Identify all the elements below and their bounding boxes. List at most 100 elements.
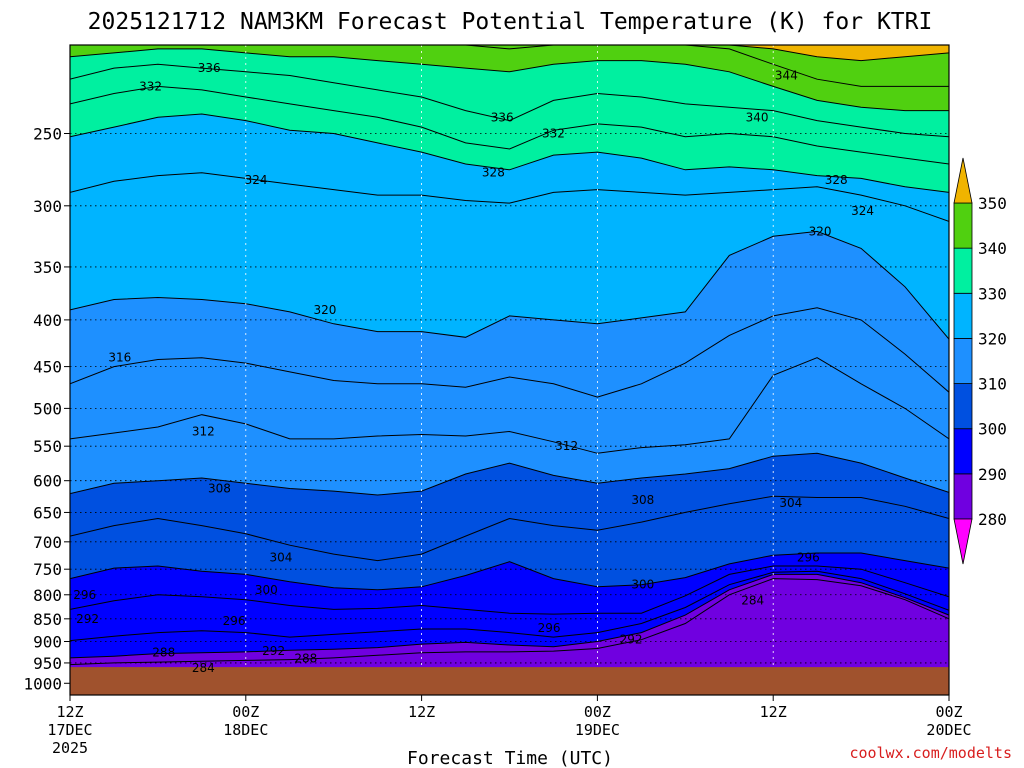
colorbar-segment-290: [953, 428, 973, 475]
contour-lines: [70, 45, 949, 666]
contour-label: 332: [139, 79, 162, 93]
isentrope-344: [70, 45, 949, 87]
contour-label: 328: [825, 173, 848, 187]
contour-label: 312: [192, 424, 215, 438]
contour-label: 284: [192, 661, 215, 675]
x-axis-label: Forecast Time (UTC): [407, 748, 613, 768]
colorbar-label: 350: [978, 194, 1007, 213]
y-tick-label: 250: [33, 124, 62, 143]
isentrope-304: [70, 495, 949, 562]
x-tick-label: 00Z: [935, 703, 962, 721]
colorbar-label: 340: [978, 239, 1007, 258]
y-tick-label: 800: [33, 586, 62, 605]
contour-label: 296: [538, 621, 561, 635]
y-tick-label: 350: [33, 258, 62, 277]
contour-label: 328: [482, 166, 505, 180]
contour-label: 312: [555, 439, 578, 453]
y-tick-label: 650: [33, 503, 62, 522]
y-axis: 250 300 350 400 450 500 550 600 650 700 750 800 850 9…: [23, 124, 70, 693]
band-344-348: [70, 45, 949, 87]
isentrope-284: [70, 578, 949, 666]
x-tick-label: 20DEC: [926, 721, 971, 739]
x-tick-label: 12Z: [760, 703, 787, 721]
x-tick-label: 18DEC: [223, 721, 268, 739]
ground-surface: [70, 667, 949, 695]
isentrope-316: [70, 307, 949, 398]
gridlines: [70, 45, 949, 695]
colorbar: 280 290 300 310 320 330 340 350: [953, 157, 1007, 565]
contour-label: 304: [270, 550, 293, 564]
isentrope-348: [70, 45, 949, 62]
contour-label: 304: [779, 496, 802, 510]
colorbar-label: 310: [978, 375, 1007, 394]
band-336-340: [70, 48, 949, 137]
band-300-304: [70, 496, 949, 590]
contour-label: 308: [631, 493, 654, 507]
contour-label: 308: [208, 482, 231, 496]
isentrope-296: [70, 565, 949, 615]
contour-label: 336: [491, 110, 514, 124]
colorbar-over-triangle: [953, 157, 973, 204]
band-324-328: [70, 114, 949, 222]
colorbar-label: 330: [978, 284, 1007, 303]
y-tick-label: 500: [33, 399, 62, 418]
isentrope-320: [70, 230, 949, 340]
colorbar-segment-280: [953, 473, 973, 520]
isentrope-340: [70, 48, 949, 112]
contour-label: 288: [152, 645, 175, 659]
y-tick-label: 550: [33, 437, 62, 456]
y-tick-label: 700: [33, 533, 62, 552]
band-316-320: [70, 231, 949, 398]
x-tick-label: 12Z: [408, 703, 435, 721]
y-tick-label: 1000: [23, 674, 62, 693]
x-tick-label: 00Z: [584, 703, 611, 721]
isentrope-308: [70, 452, 949, 496]
colorbar-under-triangle: [953, 518, 973, 565]
plot-area: 332 336 324 316 320 312 308 304 300 296 292 296 288 2…: [70, 45, 949, 695]
x-tick-label: 12Z: [56, 703, 83, 721]
colorbar-label: 320: [978, 329, 1007, 348]
isentrope-288: [70, 573, 949, 659]
credit-text: coolwx.com/modelts: [849, 744, 1012, 762]
band-320-324: [70, 172, 949, 340]
colorbar-label: 280: [978, 510, 1007, 529]
x-tick-label: 2025: [52, 739, 88, 757]
contour-label: 292: [76, 612, 99, 626]
contour-labels: 332 336 324 316 320 312 308 304 300 296 292 296 288 2…: [73, 61, 874, 675]
band-340-344: [70, 45, 949, 111]
isentrope-332: [70, 85, 949, 165]
y-tick-label: 300: [33, 197, 62, 216]
band-328-332: [70, 86, 949, 193]
contour-label: 324: [245, 173, 268, 187]
isentrope-328: [70, 113, 949, 193]
contour-label: 296: [223, 614, 246, 628]
contour-label: 300: [255, 583, 278, 597]
contour-label: 300: [631, 578, 654, 592]
contour-label: 296: [797, 550, 820, 564]
colorbar-segment-320: [953, 292, 973, 339]
y-tick-label: 850: [33, 610, 62, 629]
contour-label: 344: [775, 69, 798, 83]
x-tick-label: 17DEC: [47, 721, 92, 739]
band-308-312: [70, 357, 949, 495]
y-tick-label: 450: [33, 358, 62, 377]
isentrope-324: [70, 172, 949, 222]
y-tick-label: 400: [33, 311, 62, 330]
y-tick-label: 600: [33, 472, 62, 491]
isentrope-312: [70, 357, 949, 454]
colorbar-segment-340: [953, 202, 973, 249]
contour-label: 332: [542, 126, 565, 140]
x-tick-label: 19DEC: [575, 721, 620, 739]
contour-label: 324: [851, 204, 874, 218]
band-312-316: [70, 307, 949, 454]
isentrope-292: [70, 570, 949, 642]
colorbar-segment-300: [953, 383, 973, 430]
plot-frame: [69, 44, 950, 696]
isentrope-300: [70, 552, 949, 591]
isentrope-336: [70, 63, 949, 138]
band-284-288: [70, 574, 949, 665]
colorbar-label: 290: [978, 465, 1007, 484]
filled-contour-bands: [70, 45, 949, 695]
colorbar-segment-330: [953, 247, 973, 294]
